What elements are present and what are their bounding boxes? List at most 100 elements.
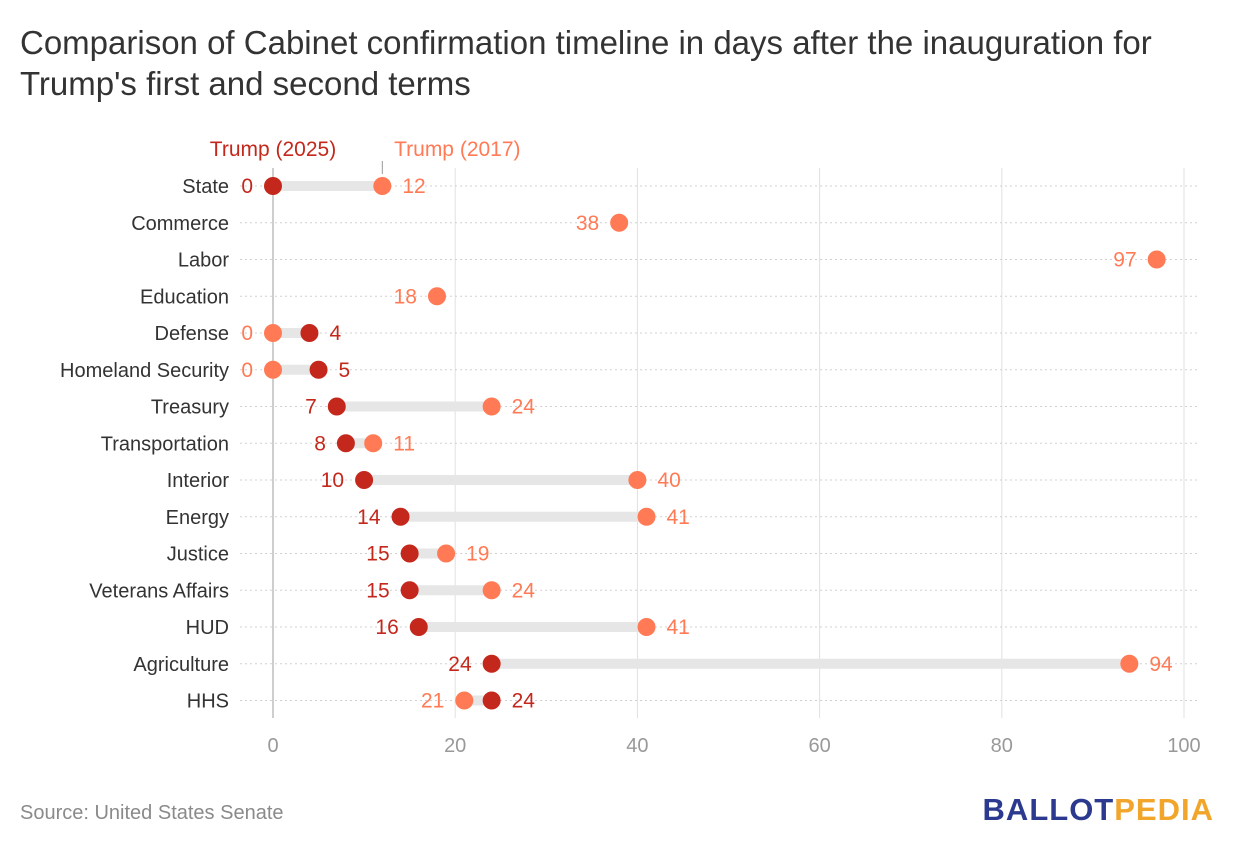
value-label-2025: 8 <box>314 432 326 455</box>
logo-part-pedia: PEDIA <box>1114 792 1214 827</box>
dot-2017 <box>1120 654 1139 673</box>
category-label: Interior <box>167 470 230 492</box>
dot-2017 <box>364 434 383 453</box>
logo-part-ballot: BALLOT <box>982 792 1115 827</box>
category-label: Energy <box>166 507 229 529</box>
category-label: Justice <box>167 544 229 566</box>
value-label-2025: 7 <box>305 396 317 419</box>
value-label-2017: 38 <box>576 212 599 235</box>
value-label-2017: 97 <box>1113 249 1136 272</box>
category-label: HHS <box>187 691 229 713</box>
dot-2017 <box>628 471 647 489</box>
connector-bar <box>418 622 647 632</box>
connector-bar <box>409 585 492 596</box>
dot-2025 <box>355 471 374 489</box>
dot-2025 <box>327 397 346 416</box>
dot-2025 <box>400 581 419 600</box>
dot-2017 <box>437 544 456 563</box>
axis-layer: 0 20 40 60 80 100 <box>267 735 1200 757</box>
dot-2017 <box>610 213 629 232</box>
legend-label-2025: Trump (2025) <box>210 138 336 161</box>
connector-bar <box>345 438 374 449</box>
value-label-2017: 0 <box>241 322 253 345</box>
dot-2017 <box>455 691 474 710</box>
dot-2017 <box>427 287 446 306</box>
value-label-2025: 24 <box>448 653 472 676</box>
connector-bar <box>336 401 492 412</box>
connector-bar <box>364 475 638 485</box>
dot-2017 <box>264 360 282 379</box>
connector-bar <box>273 328 310 338</box>
value-label-2017: 0 <box>241 359 253 382</box>
value-label-2025: 4 <box>329 322 341 345</box>
legend-label-2017: Trump (2017) <box>394 138 520 161</box>
category-label: Transportation <box>101 433 229 455</box>
value-label-2017: 21 <box>421 690 444 713</box>
dot-2025 <box>400 544 419 563</box>
category-label: Defense <box>155 323 230 345</box>
dot-2017 <box>637 507 656 526</box>
connector-bar <box>273 181 383 191</box>
dot-2017 <box>637 618 656 636</box>
category-label: Veterans Affairs <box>89 580 229 602</box>
category-label: Labor <box>178 250 229 272</box>
dot-2017 <box>1147 250 1166 269</box>
dot-layer <box>264 177 1166 710</box>
value-label-2017: 11 <box>393 432 415 455</box>
value-label-2017: 94 <box>1149 653 1173 676</box>
dot-2025 <box>264 177 282 195</box>
value-label-2025: 14 <box>357 506 381 529</box>
x-tick-label-60: 60 <box>808 735 830 757</box>
source-note: Source: United States Senate <box>20 802 284 824</box>
value-label-2025: 5 <box>339 359 351 382</box>
dot-2017 <box>482 397 501 416</box>
value-label-2017: 24 <box>512 579 536 602</box>
category-label: State <box>182 176 229 198</box>
dot-2025 <box>482 691 501 710</box>
value-label-2017: 18 <box>394 285 417 308</box>
x-tick-label-40: 40 <box>626 735 648 757</box>
ballotpedia-logo: BALLOTPEDIA <box>983 792 1214 828</box>
dot-2025 <box>309 360 328 379</box>
value-label-2017: 41 <box>667 616 690 639</box>
category-label: HUD <box>186 617 229 639</box>
x-tick-label-0: 0 <box>267 735 278 757</box>
dot-2025 <box>482 654 501 673</box>
dot-2025 <box>409 618 428 636</box>
dot-2017 <box>264 324 282 342</box>
connector-bar <box>400 511 647 522</box>
dot-2025 <box>300 324 319 342</box>
legend-layer: Trump (2025) Trump (2017) <box>210 138 521 174</box>
connector-layer <box>273 181 1130 706</box>
connector-bar <box>491 658 1130 669</box>
connector-bar <box>464 695 492 706</box>
dot-2025 <box>336 434 355 453</box>
connector-bar <box>409 548 447 559</box>
value-label-2025: 15 <box>366 579 389 602</box>
value-label-2025: 24 <box>512 690 536 713</box>
category-label: Agriculture <box>133 654 229 676</box>
dot-2025 <box>391 507 410 526</box>
value-label-2025: 15 <box>366 543 389 566</box>
dot-2017 <box>482 581 501 600</box>
x-tick-label-80: 80 <box>991 735 1013 757</box>
chart-title: Comparison of Cabinet confirmation timel… <box>20 24 1152 102</box>
x-tick-label-20: 20 <box>444 735 466 757</box>
value-label-2025: 16 <box>375 616 398 639</box>
category-label: Commerce <box>131 213 229 235</box>
value-label-2017: 12 <box>402 175 425 198</box>
value-label-2017: 19 <box>466 543 489 566</box>
category-label: Homeland Security <box>60 360 229 382</box>
value-label-2025: 10 <box>321 469 344 492</box>
dot-2017 <box>373 177 392 195</box>
x-tick-label-100: 100 <box>1167 735 1200 757</box>
connector-bar <box>273 364 319 375</box>
value-label-2025: 0 <box>241 175 253 198</box>
label-layer: State 0 12 Commerce 38 Labor 97 Education 18 Defe… <box>60 175 1173 713</box>
category-label: Treasury <box>151 397 229 419</box>
value-label-2017: 24 <box>512 396 536 419</box>
category-label: Education <box>140 286 229 308</box>
value-label-2017: 40 <box>657 469 680 492</box>
value-label-2017: 41 <box>667 506 690 529</box>
